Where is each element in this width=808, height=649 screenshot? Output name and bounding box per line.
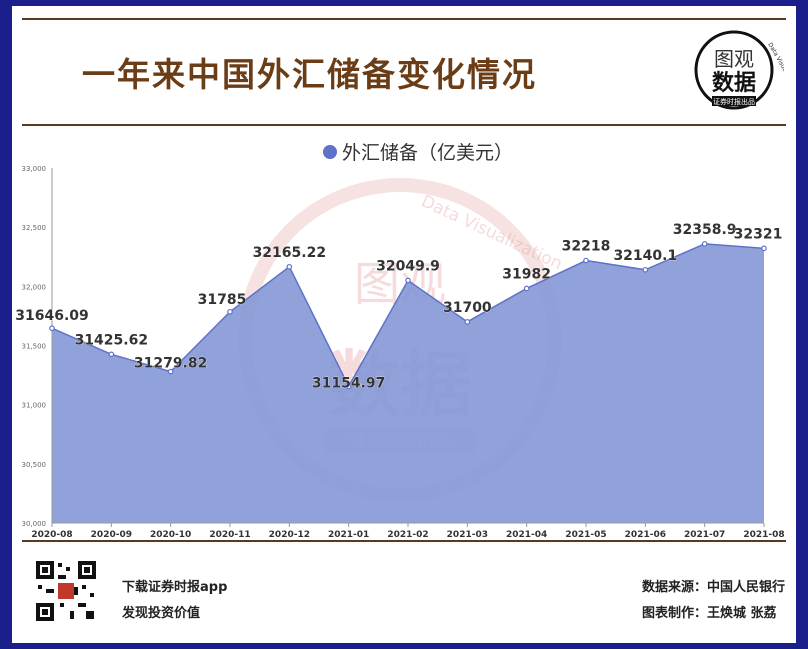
x-tick-label: 2021-01 bbox=[328, 530, 369, 540]
area-fill bbox=[52, 244, 764, 523]
data-label: 31646.09 bbox=[15, 308, 89, 324]
x-tick-label: 2020-10 bbox=[150, 530, 191, 540]
data-label: 32358.9 bbox=[673, 222, 737, 238]
y-tick-label: 32,000 bbox=[22, 283, 47, 291]
data-label: 31700 bbox=[443, 300, 492, 316]
app-slogan-text: 发现投资价值 bbox=[122, 602, 200, 621]
x-tick-label: 2021-05 bbox=[565, 530, 606, 540]
data-source-text: 数据来源：中国人民银行 bbox=[642, 576, 785, 595]
data-point bbox=[406, 278, 410, 282]
data-label: 32218 bbox=[562, 239, 611, 255]
y-tick-label: 30,000 bbox=[22, 520, 47, 528]
x-tick-label: 2020-12 bbox=[269, 530, 310, 540]
data-point bbox=[287, 265, 291, 269]
data-label: 32140.1 bbox=[613, 248, 677, 264]
data-label: 32165.22 bbox=[253, 245, 327, 261]
data-label: 31982 bbox=[502, 266, 551, 282]
data-label: 32321 bbox=[734, 226, 783, 242]
x-tick-label: 2020-11 bbox=[209, 530, 250, 540]
x-tick-label: 2021-07 bbox=[684, 530, 725, 540]
y-tick-label: 31,500 bbox=[22, 343, 47, 351]
x-tick-label: 2021-04 bbox=[506, 530, 547, 540]
data-point bbox=[50, 326, 54, 330]
qr-code bbox=[34, 559, 98, 623]
x-tick-label: 2021-08 bbox=[743, 530, 784, 540]
x-tick-label: 2021-02 bbox=[387, 530, 428, 540]
data-point bbox=[109, 352, 113, 356]
data-point bbox=[465, 320, 469, 324]
x-tick-label: 2020-08 bbox=[31, 530, 72, 540]
chart-author-text: 图表制作：王焕城 张荔 bbox=[642, 602, 777, 621]
data-label: 31154.97 bbox=[312, 375, 386, 391]
y-tick-label: 32,500 bbox=[22, 224, 47, 232]
y-tick-label: 33,000 bbox=[22, 165, 47, 173]
data-point bbox=[702, 242, 706, 246]
data-label: 31425.62 bbox=[75, 332, 149, 348]
data-point bbox=[584, 258, 588, 262]
app-download-text: 下载证券时报app bbox=[122, 576, 227, 595]
data-point bbox=[643, 268, 647, 272]
legend-label: 外汇储备（亿美元） bbox=[342, 142, 513, 164]
x-tick-label: 2021-06 bbox=[625, 530, 666, 540]
y-tick-label: 31,000 bbox=[22, 402, 47, 410]
y-tick-label: 30,500 bbox=[22, 461, 47, 469]
legend-marker bbox=[323, 145, 337, 159]
x-tick-label: 2021-03 bbox=[447, 530, 488, 540]
data-label: 31785 bbox=[198, 292, 247, 308]
data-label: 32049.9 bbox=[376, 258, 440, 274]
data-point bbox=[762, 246, 766, 250]
data-point bbox=[524, 286, 528, 290]
data-point bbox=[228, 310, 232, 314]
data-label: 31279.82 bbox=[134, 356, 208, 372]
x-tick-label: 2020-09 bbox=[91, 530, 132, 540]
